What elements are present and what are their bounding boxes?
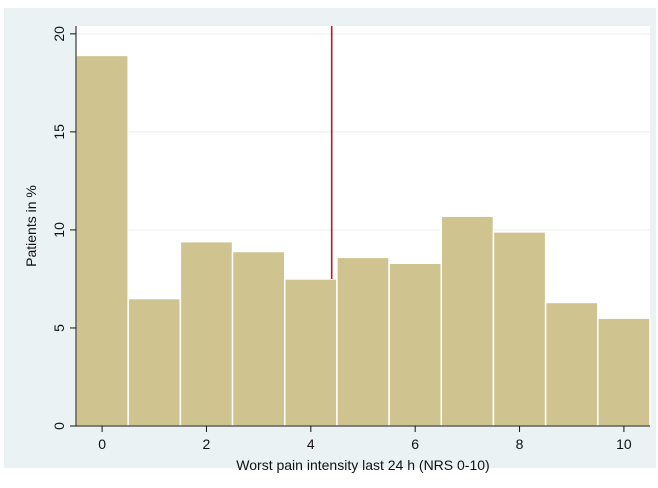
x-axis-title: Worst pain intensity last 24 h (NRS 0-10… bbox=[236, 457, 489, 473]
y-tick-label: 20 bbox=[51, 26, 67, 42]
bar-0 bbox=[75, 54, 129, 427]
y-axis-title: Patients in % bbox=[23, 185, 39, 267]
bar-6 bbox=[388, 262, 443, 427]
bar-10 bbox=[597, 317, 651, 427]
x-tick-label: 2 bbox=[203, 436, 211, 452]
x-tick-label: 10 bbox=[616, 436, 632, 452]
y-tick-label: 15 bbox=[51, 124, 67, 140]
bar-3 bbox=[231, 250, 286, 427]
bar-2 bbox=[179, 240, 234, 427]
bar-7 bbox=[440, 215, 495, 427]
bar-4 bbox=[283, 278, 338, 427]
bar-5 bbox=[336, 256, 390, 427]
x-tick-label: 8 bbox=[516, 436, 524, 452]
axes: 0 5 10 15 20 0 2 4 6 8 10 bbox=[51, 26, 650, 452]
bar-9 bbox=[544, 301, 599, 427]
y-tick-label: 10 bbox=[51, 222, 67, 238]
bar-1 bbox=[127, 297, 182, 427]
y-tick-label: 5 bbox=[51, 324, 67, 332]
bar-8 bbox=[492, 231, 547, 427]
x-tick-label: 4 bbox=[307, 436, 315, 452]
x-tick-label: 6 bbox=[411, 436, 419, 452]
x-tick-label: 0 bbox=[98, 436, 106, 452]
y-tick-label: 0 bbox=[51, 422, 67, 430]
